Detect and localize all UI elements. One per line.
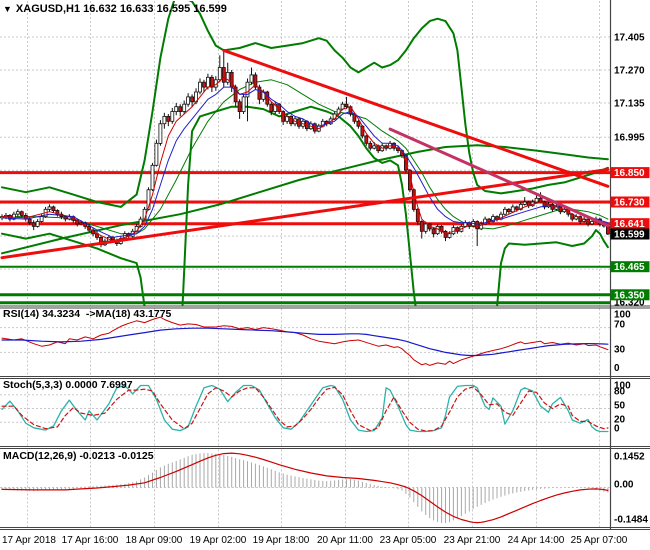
rsi-ma[interactable]: [1, 327, 609, 357]
stoch-axis-label: 80: [614, 387, 626, 398]
macd-axis-label: 0.00: [614, 480, 634, 491]
time-axis-label: 23 Apr 05:00: [380, 535, 437, 546]
price-axis-label: 16.320: [614, 298, 645, 309]
price-axis-label: 16.995: [614, 133, 645, 144]
trendline-ascending-support[interactable]: [0, 168, 610, 260]
time-axis-label: 23 Apr 21:00: [444, 535, 501, 546]
time-axis[interactable]: 17 Apr 2018 17 Apr 16:00 18 Apr 09:00 19 Ap…: [2, 535, 628, 546]
rsi[interactable]: [1, 316, 609, 366]
price-axis-label: 17.405: [614, 33, 645, 44]
stoch-axis-label: 50: [614, 401, 626, 412]
ma-fast-blue[interactable]: [1, 86, 609, 238]
time-axis-label: 25 Apr 07:00: [571, 535, 628, 546]
time-axis-label: 18 Apr 09:00: [126, 535, 183, 546]
time-axis-label: 24 Apr 14:00: [508, 535, 565, 546]
time-axis-label: 20 Apr 11:00: [317, 535, 373, 546]
stoch-k[interactable]: [1, 384, 609, 433]
price-badge-16.730: [610, 196, 650, 208]
stoch-axis-label: 100: [614, 381, 631, 392]
price-badge-text: 16.641: [614, 219, 645, 230]
price-badge-text: 16.350: [614, 290, 645, 301]
time-axis-label: 19 Apr 02:00: [190, 535, 247, 546]
time-axis-label: 17 Apr 16:00: [62, 535, 119, 546]
rsi-axis-label: 70: [614, 320, 626, 331]
price-badge-16.641: [610, 218, 650, 230]
macd-axis-label: -0.1484: [614, 515, 648, 526]
price-badge-text: 16.465: [614, 262, 645, 273]
bollinger-middle[interactable]: [1, 79, 609, 235]
price-badge-16.350: [610, 289, 650, 301]
rsi-axis-label: 0: [614, 363, 620, 374]
bollinger-lower[interactable]: [1, 105, 609, 405]
time-axis-label: 17 Apr 2018: [2, 535, 56, 546]
rsi-axis-label: 100: [614, 310, 631, 321]
price-badge-text: 16.599: [614, 230, 645, 241]
price-badge-16.465: [610, 261, 650, 273]
stoch-axis-label: 20: [614, 414, 626, 425]
macd-axis-label: 0.1452: [614, 452, 645, 463]
trendline-descending-resistance[interactable]: [222, 48, 610, 188]
bollinger-upper[interactable]: [1, 0, 609, 208]
price-axis-label: 17.270: [614, 66, 645, 77]
time-axis-label: 19 Apr 18:00: [253, 535, 310, 546]
rsi-axis-label: 30: [614, 344, 626, 355]
stoch-grid: [0, 379, 610, 446]
price-axis[interactable]: 17.40517.27017.13516.99516.3201007030010…: [614, 33, 648, 526]
ma-fast-red[interactable]: [1, 76, 609, 242]
stoch-d[interactable]: [1, 386, 609, 432]
macd-signal-line[interactable]: [1, 452, 609, 524]
ma-slow-green[interactable]: [1, 144, 609, 255]
price-badge-16.599: [610, 228, 650, 240]
panel-separators[interactable]: [0, 305, 650, 530]
trendline-descending-crimson[interactable]: [388, 127, 610, 228]
price-badge-text: 16.730: [614, 198, 645, 209]
price-axis-label: 17.135: [614, 99, 645, 110]
stoch-axis-label: 0: [614, 424, 620, 435]
price-badge-text: 16.850: [614, 168, 645, 179]
price-badge-16.850: [610, 167, 650, 179]
price-badges: 16.850 16.730 16.641 16.465 16.350 16.599: [610, 167, 650, 301]
